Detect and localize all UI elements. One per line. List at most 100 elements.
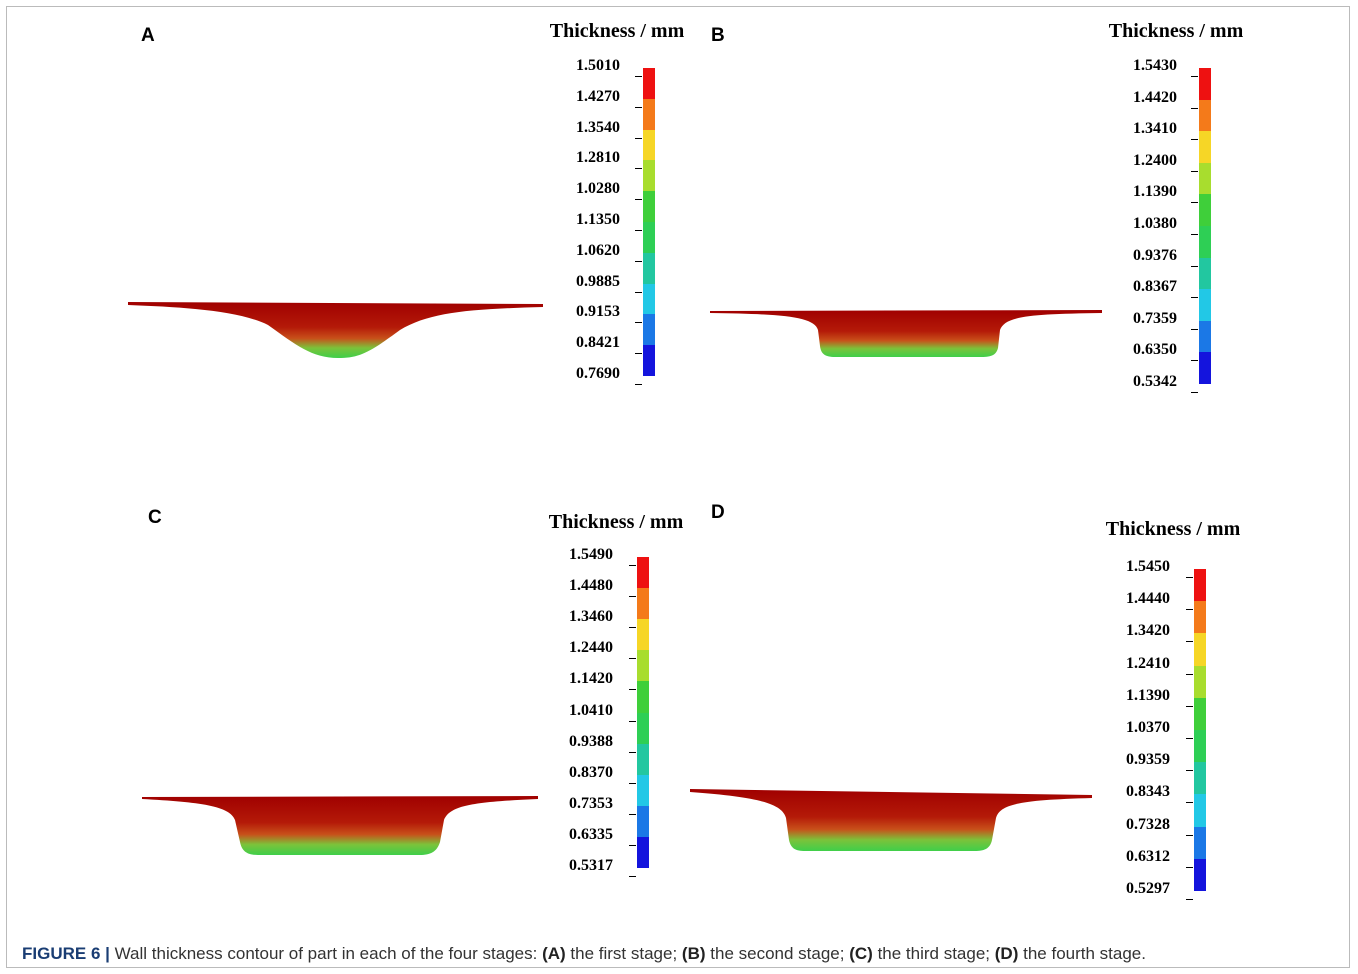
- colorbar-tick-label: 1.3460: [569, 608, 613, 626]
- panel-label: C: [148, 507, 162, 529]
- caption-key: (C): [849, 944, 873, 963]
- caption-item: the third stage;: [878, 944, 990, 963]
- colorbar-tick-label: 1.4270: [576, 88, 620, 106]
- colorbar-title: Thickness / mm: [1109, 20, 1243, 43]
- colorbar-tick-label: 1.4420: [1133, 89, 1177, 107]
- colorbar-tick: [635, 230, 642, 231]
- colorbar-segment: [637, 837, 649, 869]
- caption-key: (D): [995, 944, 1019, 963]
- colorbar-segment: [1199, 68, 1211, 100]
- colorbar-tick: [629, 565, 636, 566]
- colorbar-tick: [1186, 706, 1193, 707]
- colorbar-tick: [1186, 641, 1193, 642]
- colorbar-segment: [643, 160, 655, 191]
- colorbar-segment: [1199, 226, 1211, 258]
- colorbar-segment: [1194, 762, 1206, 795]
- colorbar-tick: [635, 199, 642, 200]
- colorbar-tick: [1191, 202, 1198, 203]
- colorbar-tick: [1186, 577, 1193, 578]
- colorbar-tick: [1186, 802, 1193, 803]
- colorbar-tick-label: 0.7690: [576, 365, 620, 383]
- colorbar-tick-label: 0.7353: [569, 795, 613, 813]
- colorbar-tick: [1191, 108, 1198, 109]
- colorbar-segment: [1199, 131, 1211, 163]
- colorbar-segment: [1194, 794, 1206, 827]
- colorbar-tick-label: 1.2810: [576, 149, 620, 167]
- colorbar-segment: [1194, 827, 1206, 860]
- colorbar-tick-label: 1.1390: [1126, 687, 1170, 705]
- colorbar-tick: [629, 658, 636, 659]
- colorbar-tick: [1186, 738, 1193, 739]
- colorbar-tick-label: 1.3410: [1133, 120, 1177, 138]
- colorbar-segment: [1194, 730, 1206, 763]
- colorbar-tick: [1186, 899, 1193, 900]
- colorbar-title: Thickness / mm: [549, 511, 683, 534]
- colorbar-tick-label: 0.8421: [576, 334, 620, 352]
- colorbar-tick-label: 1.2440: [569, 639, 613, 657]
- part-contour: [710, 310, 1102, 357]
- colorbar-tick-label: 1.0370: [1126, 719, 1170, 737]
- colorbar-segment: [1199, 289, 1211, 321]
- colorbar-tick: [1191, 360, 1198, 361]
- colorbar-segment: [643, 191, 655, 222]
- colorbar-segment: [637, 588, 649, 620]
- colorbar-tick-label: 1.0620: [576, 242, 620, 260]
- caption-key: (B): [682, 944, 706, 963]
- colorbar-tick-label: 1.4480: [569, 577, 613, 595]
- colorbar-tick-label: 0.8343: [1126, 783, 1170, 801]
- colorbar-tick: [629, 814, 636, 815]
- colorbar-tick-label: 1.0380: [1133, 215, 1177, 233]
- colorbar-tick: [1191, 234, 1198, 235]
- colorbar-tick: [629, 876, 636, 877]
- colorbar-tick-label: 1.5010: [576, 57, 620, 75]
- panel-label: B: [711, 25, 725, 47]
- colorbar-title: Thickness / mm: [550, 20, 684, 43]
- colorbar-tick: [1191, 392, 1198, 393]
- part-contour: [128, 302, 543, 358]
- colorbar-segment: [643, 314, 655, 345]
- colorbar-tick-label: 0.9885: [576, 273, 620, 291]
- caption-key: (A): [542, 944, 566, 963]
- colorbar-tick: [635, 76, 642, 77]
- figure-caption: FIGURE 6 | Wall thickness contour of par…: [22, 944, 1146, 964]
- colorbar-tick: [635, 138, 642, 139]
- colorbar-tick: [1191, 139, 1198, 140]
- colorbar-tick-label: 0.9376: [1133, 247, 1177, 265]
- caption-item: the first stage;: [570, 944, 677, 963]
- colorbar-tick-label: 1.4440: [1126, 590, 1170, 608]
- colorbar-tick-label: 1.2400: [1133, 152, 1177, 170]
- colorbar-segment: [643, 99, 655, 130]
- colorbar-tick-label: 1.5490: [569, 546, 613, 564]
- colorbar-segment: [637, 713, 649, 745]
- colorbar-tick: [629, 596, 636, 597]
- colorbar-tick: [629, 721, 636, 722]
- colorbar-segment: [643, 345, 655, 376]
- colorbar-segment: [637, 775, 649, 807]
- colorbar-tick: [1186, 835, 1193, 836]
- colorbar-tick: [629, 689, 636, 690]
- colorbar-segment: [643, 68, 655, 99]
- colorbar-tick: [1191, 76, 1198, 77]
- caption-item: the fourth stage.: [1023, 944, 1146, 963]
- colorbar-segment: [643, 222, 655, 253]
- colorbar-tick-label: 0.6350: [1133, 341, 1177, 359]
- colorbar-segment: [1199, 194, 1211, 226]
- colorbar-tick-label: 0.5317: [569, 857, 613, 875]
- caption-text: Wall thickness contour of part in each o…: [115, 944, 538, 963]
- colorbar-tick-label: 0.9388: [569, 733, 613, 751]
- colorbar-tick: [635, 261, 642, 262]
- colorbar-tick: [1186, 867, 1193, 868]
- colorbar-segment: [1194, 633, 1206, 666]
- colorbar-segment: [637, 744, 649, 776]
- colorbar-tick-label: 1.0410: [569, 702, 613, 720]
- colorbar-tick: [1191, 266, 1198, 267]
- colorbar-tick-label: 0.6312: [1126, 848, 1170, 866]
- colorbar-tick: [1191, 329, 1198, 330]
- colorbar-tick: [635, 292, 642, 293]
- colorbar-segment: [637, 619, 649, 651]
- colorbar-segment: [643, 284, 655, 315]
- colorbar-segment: [1194, 601, 1206, 634]
- colorbar-title: Thickness / mm: [1106, 518, 1240, 541]
- colorbar-tick-label: 1.2410: [1126, 655, 1170, 673]
- colorbar-segment: [637, 681, 649, 713]
